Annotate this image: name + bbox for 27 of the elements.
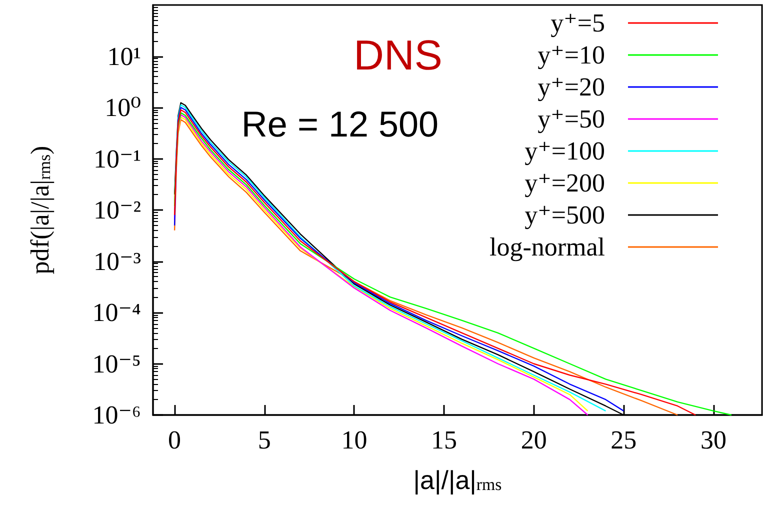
annotation: DNS	[354, 32, 442, 78]
x-axis-title: |a|/|a|rms	[413, 465, 502, 495]
legend-label: y⁺=100	[524, 136, 605, 166]
annotation: Re = 12 500	[241, 104, 439, 144]
y-tick-label: 10⁻⁵	[92, 349, 141, 378]
x-tick-label: 30	[700, 426, 726, 454]
legend-label: y⁺=5	[550, 8, 605, 38]
x-tick-label: 25	[610, 426, 637, 454]
y-tick-label: 10⁻⁶	[92, 400, 141, 430]
y-tick-label: 10⁻¹	[93, 144, 141, 174]
legend-label: y⁺=50	[538, 104, 605, 134]
y-tick-label: 10¹	[107, 42, 141, 71]
y-axis-title: pdf(|a|/|a|rms)	[26, 146, 54, 274]
legend-label: log-normal	[489, 232, 605, 262]
legend-label: y⁺=10	[538, 40, 605, 70]
legend-label: y⁺=20	[538, 72, 605, 102]
x-tick-label: 10	[341, 426, 368, 454]
legend-label: y⁺=200	[524, 168, 605, 198]
legend-label: y⁺=500	[524, 200, 605, 230]
y-tick-label: 10⁻³	[93, 246, 142, 276]
x-tick-label: 0	[168, 426, 182, 454]
y-tick-label: 10⁻²	[93, 196, 142, 224]
x-tick-label: 5	[258, 426, 271, 454]
y-tick-label: 10⁰	[104, 93, 141, 122]
x-tick-label: 15	[431, 426, 458, 454]
y-tick-label: 10⁻⁴	[92, 298, 141, 327]
x-tick-label: 20	[520, 426, 547, 454]
